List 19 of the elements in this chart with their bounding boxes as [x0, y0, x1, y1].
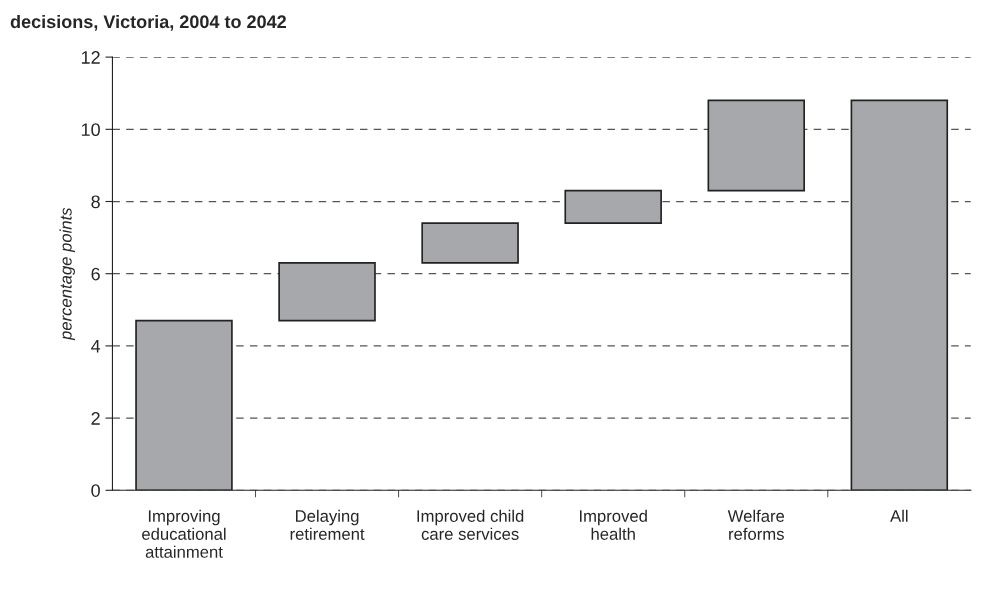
chart-title: decisions, Victoria, 2004 to 2042	[10, 14, 286, 31]
x-tick-label: Welfare reforms	[727, 509, 785, 540]
bar	[421, 222, 519, 264]
x-tick-label: Improved child care services	[417, 509, 524, 540]
x-tick-label: Improved health	[580, 509, 647, 540]
y-tick-label: 2	[91, 412, 100, 425]
x-tick-label: Delaying retirement	[290, 509, 365, 540]
y-tick-label: 4	[91, 340, 101, 353]
y-tick-label: 0	[91, 484, 100, 497]
y-tick-label: 6	[91, 267, 100, 281]
y-tick-label: 8	[91, 195, 100, 209]
bar	[278, 262, 376, 322]
x-tick-label: Improving educational attainment	[142, 509, 226, 558]
y-axis-title: percentage points	[59, 207, 76, 341]
bar	[707, 99, 806, 192]
y-tick-label: 12	[81, 51, 100, 64]
x-tick-label: All	[890, 509, 908, 522]
bar	[564, 189, 662, 224]
y-tick-label: 10	[81, 123, 100, 137]
